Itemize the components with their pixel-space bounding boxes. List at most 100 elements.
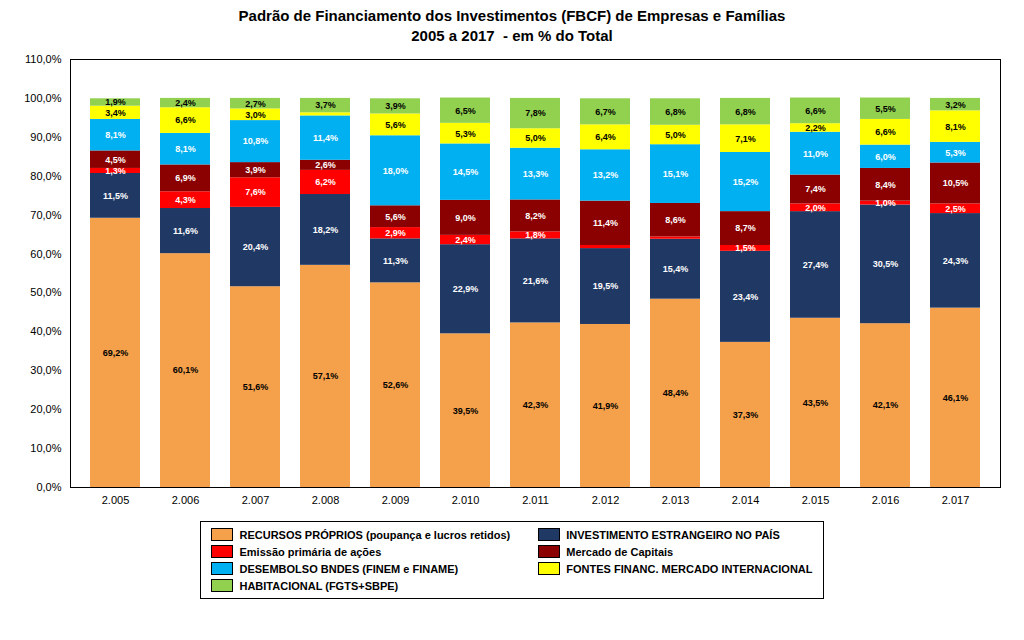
svg-text:6,8%: 6,8%	[735, 107, 756, 117]
svg-text:10,0%: 10,0%	[30, 442, 61, 454]
svg-text:2.014: 2.014	[732, 494, 760, 506]
svg-text:5,0%: 5,0%	[665, 130, 686, 140]
svg-text:52,6%: 52,6%	[383, 380, 409, 390]
svg-text:51,6%: 51,6%	[243, 382, 269, 392]
svg-text:6,4%: 6,4%	[595, 132, 616, 142]
svg-text:40,0%: 40,0%	[30, 325, 61, 337]
svg-text:5,6%: 5,6%	[385, 120, 406, 130]
svg-text:90,0%: 90,0%	[30, 131, 61, 143]
svg-text:70,0%: 70,0%	[30, 209, 61, 221]
svg-text:42,1%: 42,1%	[873, 400, 899, 410]
svg-text:1,8%: 1,8%	[525, 230, 546, 240]
svg-text:2,9%: 2,9%	[385, 228, 406, 238]
svg-text:7,6%: 7,6%	[245, 187, 266, 197]
svg-text:7,8%: 7,8%	[525, 108, 546, 118]
svg-text:46,1%: 46,1%	[943, 393, 969, 403]
svg-text:5,3%: 5,3%	[455, 129, 476, 139]
svg-text:2.006: 2.006	[172, 494, 200, 506]
svg-text:8,2%: 8,2%	[525, 211, 546, 221]
svg-text:6,6%: 6,6%	[175, 115, 196, 125]
svg-text:42,3%: 42,3%	[523, 400, 549, 410]
svg-text:11,6%: 11,6%	[173, 226, 198, 236]
svg-text:2,2%: 2,2%	[805, 123, 826, 133]
svg-text:8,6%: 8,6%	[665, 215, 686, 225]
svg-text:15,4%: 15,4%	[663, 264, 689, 274]
svg-text:2.011: 2.011	[522, 494, 549, 506]
svg-text:3,0%: 3,0%	[245, 110, 266, 120]
svg-text:2.010: 2.010	[452, 494, 480, 506]
svg-text:13,2%: 13,2%	[593, 170, 619, 180]
svg-text:8,1%: 8,1%	[945, 121, 966, 131]
svg-text:57,1%: 57,1%	[313, 371, 339, 381]
svg-text:8,1%: 8,1%	[175, 144, 196, 154]
svg-text:48,4%: 48,4%	[663, 388, 689, 398]
svg-text:4,3%: 4,3%	[175, 195, 196, 205]
svg-text:30,5%: 30,5%	[873, 259, 899, 269]
svg-text:6,2%: 6,2%	[315, 177, 336, 187]
svg-text:20,4%: 20,4%	[243, 242, 269, 252]
svg-text:2.017: 2.017	[942, 494, 970, 506]
svg-text:37,3%: 37,3%	[733, 410, 759, 420]
svg-text:2.009: 2.009	[382, 494, 410, 506]
svg-text:1,0%: 1,0%	[875, 198, 896, 208]
svg-text:5,3%: 5,3%	[945, 148, 966, 158]
svg-text:10,5%: 10,5%	[943, 178, 969, 188]
svg-text:43,5%: 43,5%	[803, 398, 829, 408]
svg-text:2.016: 2.016	[872, 494, 900, 506]
svg-text:1,3%: 1,3%	[105, 166, 126, 176]
svg-text:80,0%: 80,0%	[30, 170, 61, 182]
svg-text:8,4%: 8,4%	[875, 180, 896, 190]
svg-text:3,2%: 3,2%	[945, 100, 966, 110]
svg-text:100,0%: 100,0%	[24, 92, 62, 104]
svg-text:50,0%: 50,0%	[30, 286, 61, 298]
svg-text:24,3%: 24,3%	[943, 256, 969, 266]
svg-text:7,1%: 7,1%	[735, 134, 756, 144]
svg-text:2.013: 2.013	[662, 494, 690, 506]
svg-text:8,7%: 8,7%	[735, 223, 756, 233]
svg-text:2.007: 2.007	[242, 494, 270, 506]
svg-text:2,0%: 2,0%	[805, 203, 826, 213]
svg-text:19,5%: 19,5%	[593, 281, 619, 291]
svg-text:41,9%: 41,9%	[593, 401, 619, 411]
svg-text:9,0%: 9,0%	[455, 213, 476, 223]
svg-text:7,4%: 7,4%	[805, 184, 826, 194]
svg-text:5,5%: 5,5%	[875, 104, 896, 114]
svg-text:20,0%: 20,0%	[30, 403, 61, 415]
svg-text:2.012: 2.012	[592, 494, 620, 506]
svg-text:2,7%: 2,7%	[245, 99, 266, 109]
svg-text:60,1%: 60,1%	[173, 365, 199, 375]
svg-text:21,6%: 21,6%	[523, 276, 549, 286]
svg-text:13,3%: 13,3%	[523, 169, 549, 179]
svg-text:3,7%: 3,7%	[315, 100, 336, 110]
svg-text:6,6%: 6,6%	[805, 106, 826, 116]
svg-text:11,5%: 11,5%	[103, 191, 128, 201]
svg-text:10,8%: 10,8%	[243, 136, 269, 146]
svg-text:6,6%: 6,6%	[875, 127, 896, 137]
svg-text:5,6%: 5,6%	[385, 212, 406, 222]
svg-text:39,5%: 39,5%	[453, 406, 479, 416]
svg-text:11,4%: 11,4%	[313, 133, 338, 143]
svg-text:15,2%: 15,2%	[733, 177, 759, 187]
svg-text:2.005: 2.005	[102, 494, 130, 506]
svg-text:2,6%: 2,6%	[315, 160, 336, 170]
svg-text:2,4%: 2,4%	[455, 235, 476, 245]
svg-text:5,0%: 5,0%	[525, 133, 546, 143]
svg-text:18,0%: 18,0%	[383, 166, 409, 176]
svg-text:4,5%: 4,5%	[105, 155, 126, 165]
svg-text:22,9%: 22,9%	[453, 284, 479, 294]
svg-text:69,2%: 69,2%	[103, 348, 129, 358]
svg-text:3,4%: 3,4%	[105, 108, 126, 118]
svg-text:6,9%: 6,9%	[175, 173, 196, 183]
svg-text:6,5%: 6,5%	[455, 106, 476, 116]
svg-text:8,1%: 8,1%	[105, 130, 126, 140]
svg-text:11,4%: 11,4%	[593, 218, 618, 228]
svg-text:18,2%: 18,2%	[313, 225, 339, 235]
svg-text:30,0%: 30,0%	[30, 364, 61, 376]
svg-text:6,7%: 6,7%	[595, 107, 616, 117]
svg-text:2,4%: 2,4%	[175, 98, 196, 108]
svg-text:11,0%: 11,0%	[803, 149, 828, 159]
svg-text:23,4%: 23,4%	[733, 292, 759, 302]
svg-text:2,5%: 2,5%	[945, 204, 966, 214]
svg-text:1,5%: 1,5%	[735, 243, 756, 253]
svg-text:27,4%: 27,4%	[803, 260, 829, 270]
